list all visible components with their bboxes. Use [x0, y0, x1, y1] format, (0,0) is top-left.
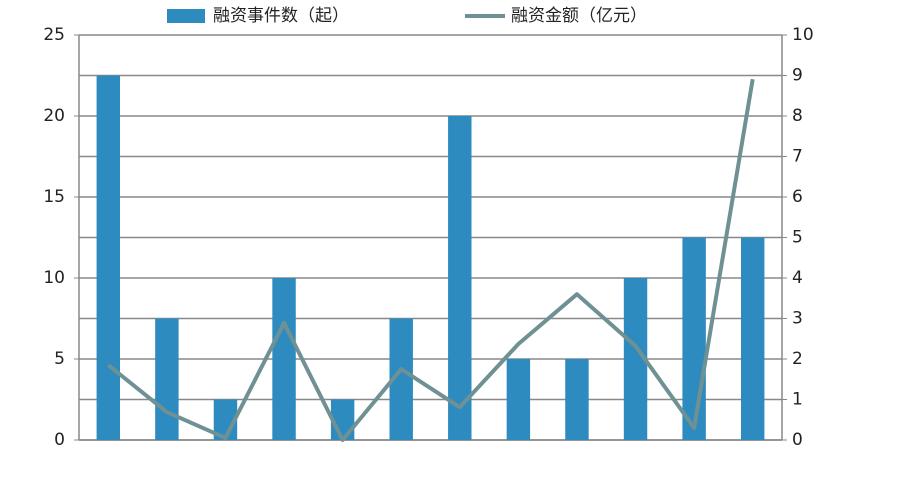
y2-tick-label: 2 — [792, 349, 803, 369]
y2-tick-label: 7 — [792, 147, 803, 167]
bar — [740, 237, 765, 440]
legend-label: 融资事件数（起） — [213, 6, 349, 26]
bar — [155, 318, 179, 440]
y-tick-label: 25 — [43, 25, 65, 45]
y-tick-label: 5 — [54, 349, 65, 369]
bar — [389, 318, 413, 440]
y2-tick-label: 0 — [792, 430, 803, 450]
bar — [506, 359, 531, 440]
bar — [448, 116, 472, 440]
y-tick-label: 0 — [54, 430, 65, 450]
y2-tick-label: 8 — [792, 106, 803, 126]
y2-tick-label: 1 — [792, 390, 803, 410]
bar — [623, 278, 648, 440]
bar — [272, 278, 296, 440]
y-tick-label: 10 — [43, 268, 65, 288]
line — [107, 78, 755, 442]
y-tick-label: 20 — [43, 106, 65, 126]
y2-tick-label: 4 — [792, 268, 803, 288]
y2-tick-label: 9 — [792, 66, 803, 86]
bar — [682, 237, 706, 440]
bar — [96, 75, 121, 440]
y2-tick-label: 6 — [792, 187, 803, 207]
y-tick-label: 15 — [43, 187, 65, 207]
y2-tick-label: 5 — [792, 228, 803, 248]
y2-tick-label: 10 — [792, 25, 814, 45]
legend-swatch — [167, 9, 205, 23]
bar — [565, 359, 589, 440]
y2-tick-label: 3 — [792, 309, 803, 329]
legend-label: 融资金额（亿元） — [511, 6, 647, 26]
